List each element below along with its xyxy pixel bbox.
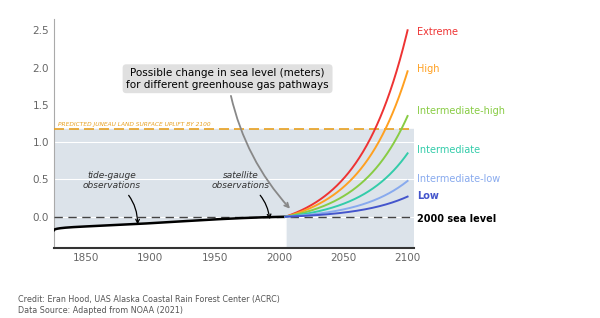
Text: satellite
observations: satellite observations: [211, 171, 271, 218]
Text: Intermediate-high: Intermediate-high: [417, 106, 505, 116]
Text: Possible change in sea level (meters)
for different greenhouse gas pathways: Possible change in sea level (meters) fo…: [126, 68, 329, 207]
Text: Extreme: Extreme: [417, 27, 458, 37]
Text: Credit: Eran Hood, UAS Alaska Coastal Rain Forest Center (ACRC)
Data Source: Ada: Credit: Eran Hood, UAS Alaska Coastal Ra…: [18, 295, 280, 315]
Text: High: High: [417, 64, 440, 74]
Bar: [54, 129, 414, 248]
Text: Low: Low: [417, 191, 439, 201]
Text: Intermediate: Intermediate: [417, 145, 480, 155]
Text: Intermediate-low: Intermediate-low: [417, 175, 500, 184]
Text: 2000 sea level: 2000 sea level: [417, 214, 496, 224]
Text: PREDICTED JUNEAU LAND SURFACE UPLIFT BY 2100: PREDICTED JUNEAU LAND SURFACE UPLIFT BY …: [58, 122, 211, 127]
Text: tide-gauge
observations: tide-gauge observations: [83, 171, 141, 223]
